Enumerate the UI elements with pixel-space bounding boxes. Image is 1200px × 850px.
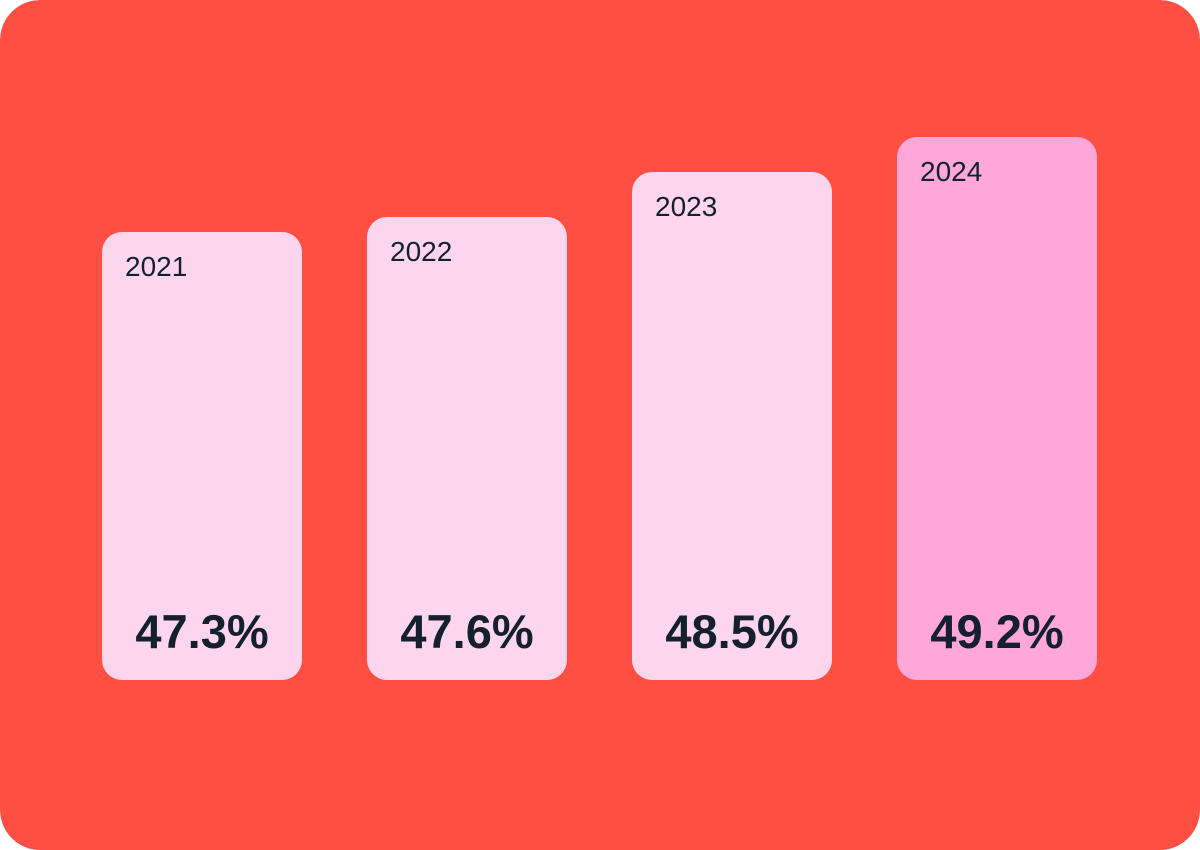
- bar-group: 2024 49.2%: [897, 137, 1097, 680]
- bar-2023: [632, 172, 832, 680]
- value-label: 47.6%: [400, 605, 533, 658]
- category-label: 2022: [390, 236, 452, 267]
- value-label: 49.2%: [930, 605, 1063, 658]
- category-label: 2024: [920, 156, 982, 187]
- value-label: 47.3%: [135, 605, 268, 658]
- bar-group: 2023 48.5%: [632, 172, 832, 680]
- bar-2021: [102, 232, 302, 680]
- bar-group: 2021 47.3%: [102, 232, 302, 680]
- category-label: 2021: [125, 251, 187, 282]
- category-label: 2023: [655, 191, 717, 222]
- bar-group: 2022 47.6%: [367, 217, 567, 680]
- value-label: 48.5%: [665, 605, 798, 658]
- bars-group: 2021 47.3% 2022 47.6% 2023 48.5% 2024 49.2%: [102, 137, 1097, 680]
- bar-2024: [897, 137, 1097, 680]
- bar-2022: [367, 217, 567, 680]
